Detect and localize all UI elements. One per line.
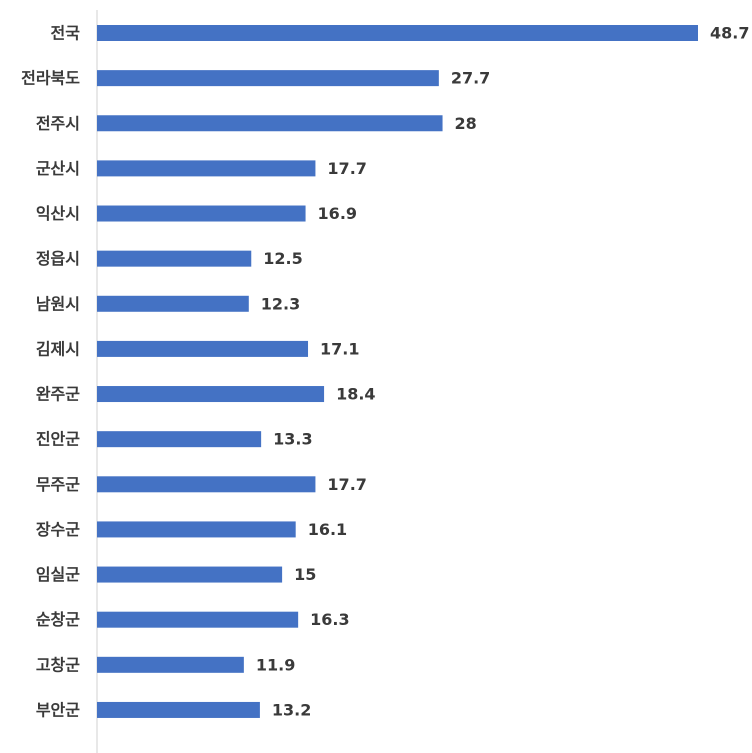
bar	[97, 476, 316, 493]
category-label: 정읍시	[36, 249, 80, 268]
bar	[97, 656, 244, 673]
category-label: 임실군	[36, 565, 80, 584]
category-label: 진안군	[36, 430, 80, 449]
value-label: 17.7	[327, 159, 366, 178]
category-label: 김제시	[36, 339, 80, 358]
value-label: 16.3	[310, 610, 349, 629]
bar	[97, 70, 439, 87]
value-label: 11.9	[256, 655, 295, 674]
bar	[97, 566, 283, 583]
value-label: 27.7	[451, 69, 490, 88]
category-label: 부안군	[36, 700, 80, 719]
value-label: 13.3	[273, 430, 312, 449]
value-label: 17.1	[320, 339, 359, 358]
bar	[97, 205, 306, 222]
value-label: 17.7	[327, 475, 366, 494]
value-label: 16.9	[318, 204, 357, 223]
bar	[97, 521, 296, 538]
value-label: 48.7	[710, 24, 749, 43]
value-label: 12.3	[261, 294, 300, 313]
category-label: 익산시	[36, 204, 80, 223]
bar	[97, 115, 443, 132]
category-label: 전주시	[36, 114, 80, 133]
category-label: 순창군	[36, 610, 80, 629]
category-label: 전라북도	[21, 69, 80, 88]
category-label: 무주군	[36, 475, 80, 494]
value-label: 28	[455, 114, 477, 133]
bar	[97, 701, 260, 718]
bar	[97, 25, 698, 41]
category-label: 남원시	[36, 294, 80, 313]
category-label: 고창군	[36, 655, 80, 674]
bar	[97, 340, 309, 357]
category-label: 장수군	[36, 520, 80, 539]
value-label: 15	[294, 565, 316, 584]
bar	[97, 386, 325, 403]
category-label: 완주군	[36, 385, 80, 404]
bar	[97, 160, 316, 177]
bar	[97, 250, 252, 267]
value-label: 16.1	[308, 520, 347, 539]
value-label: 13.2	[272, 700, 311, 719]
bar	[97, 295, 249, 312]
value-label: 12.5	[263, 249, 302, 268]
bar	[97, 611, 299, 628]
value-label: 18.4	[336, 385, 375, 404]
bar	[97, 431, 262, 448]
category-label: 전국	[51, 24, 81, 43]
category-label: 군산시	[36, 159, 80, 178]
